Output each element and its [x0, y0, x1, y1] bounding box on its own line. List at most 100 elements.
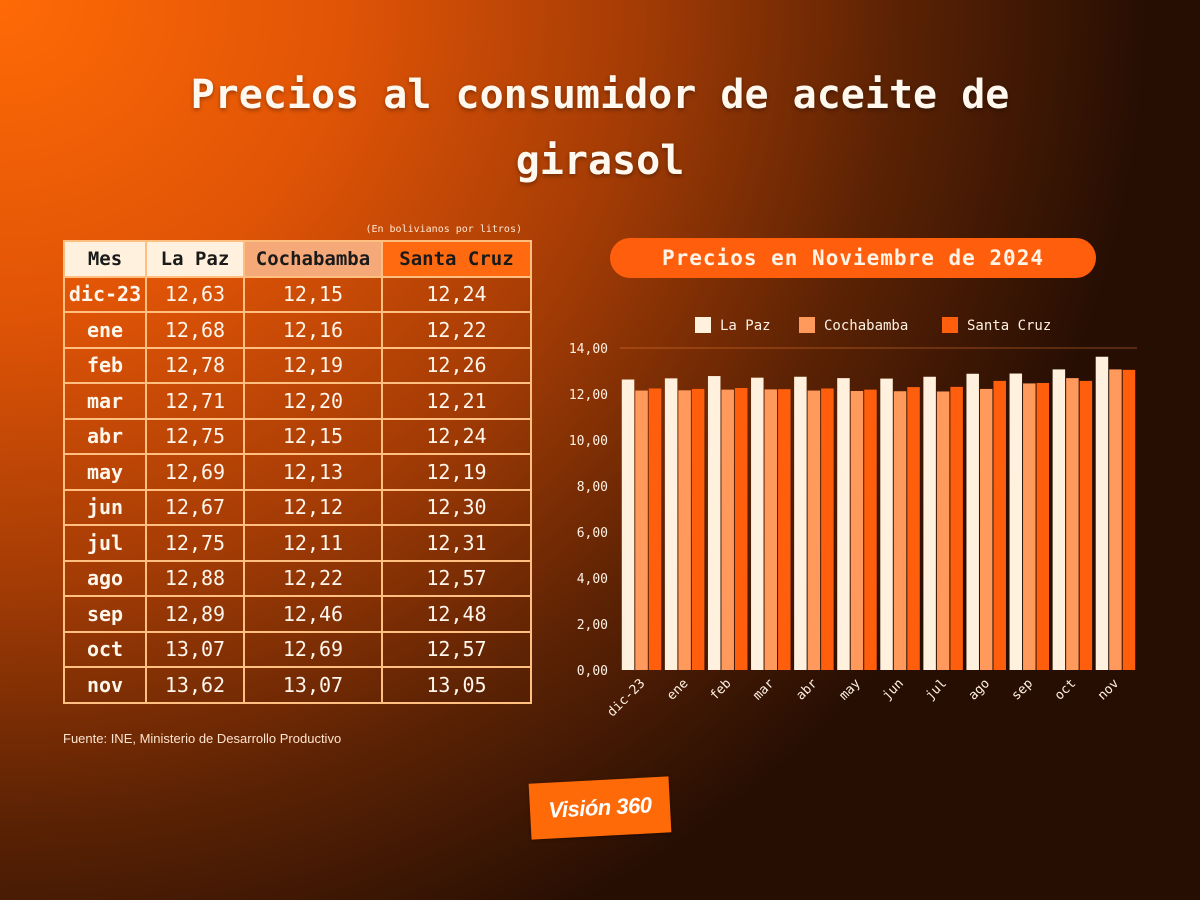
- bar: [936, 391, 950, 670]
- chart-title: Precios en Noviembre de 2024: [610, 238, 1096, 278]
- bar: [1066, 378, 1079, 670]
- table-cell-value: 12,13: [243, 453, 383, 491]
- y-tick-label: 4,00: [577, 572, 608, 587]
- bar: [1109, 369, 1122, 670]
- bar: [923, 376, 936, 670]
- page-title: Precios al consumidor de aceite de giras…: [190, 72, 1010, 184]
- bar: [778, 389, 791, 670]
- table-row: ago 12,88 12,22 12,57: [63, 559, 532, 597]
- table-cell-value: 12,16: [243, 311, 383, 349]
- bar: [850, 391, 864, 670]
- bar: [837, 378, 850, 670]
- table-cell-month: sep: [63, 595, 147, 633]
- bar: [950, 386, 963, 670]
- table-row: ene 12,68 12,16 12,22: [63, 311, 532, 349]
- x-tick-label: ago: [966, 676, 993, 703]
- bar: [635, 390, 648, 670]
- header-mes: Mes: [63, 240, 147, 278]
- bar: [1122, 369, 1136, 670]
- table-cell-value: 12,78: [145, 346, 245, 384]
- table-cell-value: 12,31: [381, 524, 532, 562]
- legend-label: La Paz: [720, 318, 771, 334]
- bar: [648, 388, 662, 670]
- table-cell-value: 12,15: [243, 275, 383, 313]
- bar: [1095, 356, 1109, 670]
- bar: [966, 373, 979, 670]
- table-row: feb 12,78 12,19 12,26: [63, 346, 532, 384]
- x-tick-label: ene: [664, 676, 691, 703]
- table-cell-value: 12,48: [381, 595, 532, 633]
- header-santa-cruz: Santa Cruz: [381, 240, 532, 278]
- bar: [821, 388, 834, 670]
- source-note: Fuente: INE, Ministerio de Desarrollo Pr…: [63, 731, 342, 746]
- table-cell-value: 12,20: [243, 382, 383, 420]
- table-cell-value: 12,21: [381, 382, 532, 420]
- bar: [721, 389, 734, 670]
- table-row: abr 12,75 12,15 12,24: [63, 417, 532, 455]
- bar: [807, 390, 821, 670]
- table-row: mar 12,71 12,20 12,21: [63, 382, 532, 420]
- table-cell-month: dic-23: [63, 275, 147, 313]
- bar: [1009, 373, 1023, 670]
- table-cell-value: 12,69: [145, 453, 245, 491]
- table-cell-value: 12,57: [381, 559, 532, 597]
- y-tick-label: 6,00: [577, 526, 608, 541]
- table-cell-month: nov: [63, 666, 147, 704]
- table-cell-value: 12,75: [145, 524, 245, 562]
- table-cell-month: may: [63, 453, 147, 491]
- table-cell-value: 12,22: [243, 559, 383, 597]
- legend-label: Santa Cruz: [967, 318, 1051, 334]
- table-cell-value: 12,57: [381, 630, 532, 668]
- y-tick-label: 8,00: [577, 480, 608, 495]
- x-tick-label: dic-23: [605, 676, 649, 720]
- table-cell-value: 12,63: [145, 275, 245, 313]
- table-cell-value: 12,15: [243, 417, 383, 455]
- table-cell-value: 12,75: [145, 417, 245, 455]
- table-cell-value: 12,71: [145, 382, 245, 420]
- y-tick-label: 10,00: [569, 434, 608, 449]
- table-header-row: Mes La Paz Cochabamba Santa Cruz: [63, 240, 532, 278]
- table-cell-value: 12,69: [243, 630, 383, 668]
- x-tick-label: feb: [707, 676, 734, 703]
- bar: [880, 378, 893, 670]
- table-cell-month: abr: [63, 417, 147, 455]
- table-cell-value: 13,05: [381, 666, 532, 704]
- table-cell-value: 12,22: [381, 311, 532, 349]
- logo-text: Visión 360: [547, 792, 653, 823]
- table-cell-value: 12,12: [243, 488, 383, 526]
- table-cell-value: 12,46: [243, 595, 383, 633]
- table-cell-value: 12,19: [243, 346, 383, 384]
- bar: [979, 388, 993, 670]
- bar: [893, 391, 907, 670]
- table-cell-value: 12,88: [145, 559, 245, 597]
- table-row: jun 12,67 12,12 12,30: [63, 488, 532, 526]
- table-row: may 12,69 12,13 12,19: [63, 453, 532, 491]
- x-tick-label: jun: [880, 676, 907, 703]
- header-cochabamba: Cochabamba: [243, 240, 383, 278]
- x-tick-label: nov: [1095, 676, 1122, 703]
- x-tick-label: mar: [750, 676, 777, 703]
- bar: [764, 389, 778, 670]
- vision360-logo: Visión 360: [528, 776, 672, 840]
- bar: [1036, 382, 1050, 670]
- table-cell-month: jul: [63, 524, 147, 562]
- table-cell-value: 12,30: [381, 488, 532, 526]
- y-tick-label: 12,00: [569, 388, 608, 403]
- x-tick-label: oct: [1052, 676, 1079, 703]
- table-row: sep 12,89 12,46 12,48: [63, 595, 532, 633]
- bar: [691, 388, 705, 670]
- bar: [993, 380, 1006, 670]
- table-cell-value: 12,24: [381, 275, 532, 313]
- table-cell-value: 13,07: [243, 666, 383, 704]
- legend-swatch: [942, 317, 958, 333]
- table-cell-value: 12,26: [381, 346, 532, 384]
- unit-note: (En bolivianos por litros): [365, 224, 522, 235]
- table-row: oct 13,07 12,69 12,57: [63, 630, 532, 668]
- bar: [621, 379, 635, 670]
- bar: [678, 390, 691, 670]
- table-cell-month: feb: [63, 346, 147, 384]
- table-cell-month: oct: [63, 630, 147, 668]
- table-cell-month: jun: [63, 488, 147, 526]
- legend-swatch: [695, 317, 711, 333]
- bar: [907, 387, 920, 670]
